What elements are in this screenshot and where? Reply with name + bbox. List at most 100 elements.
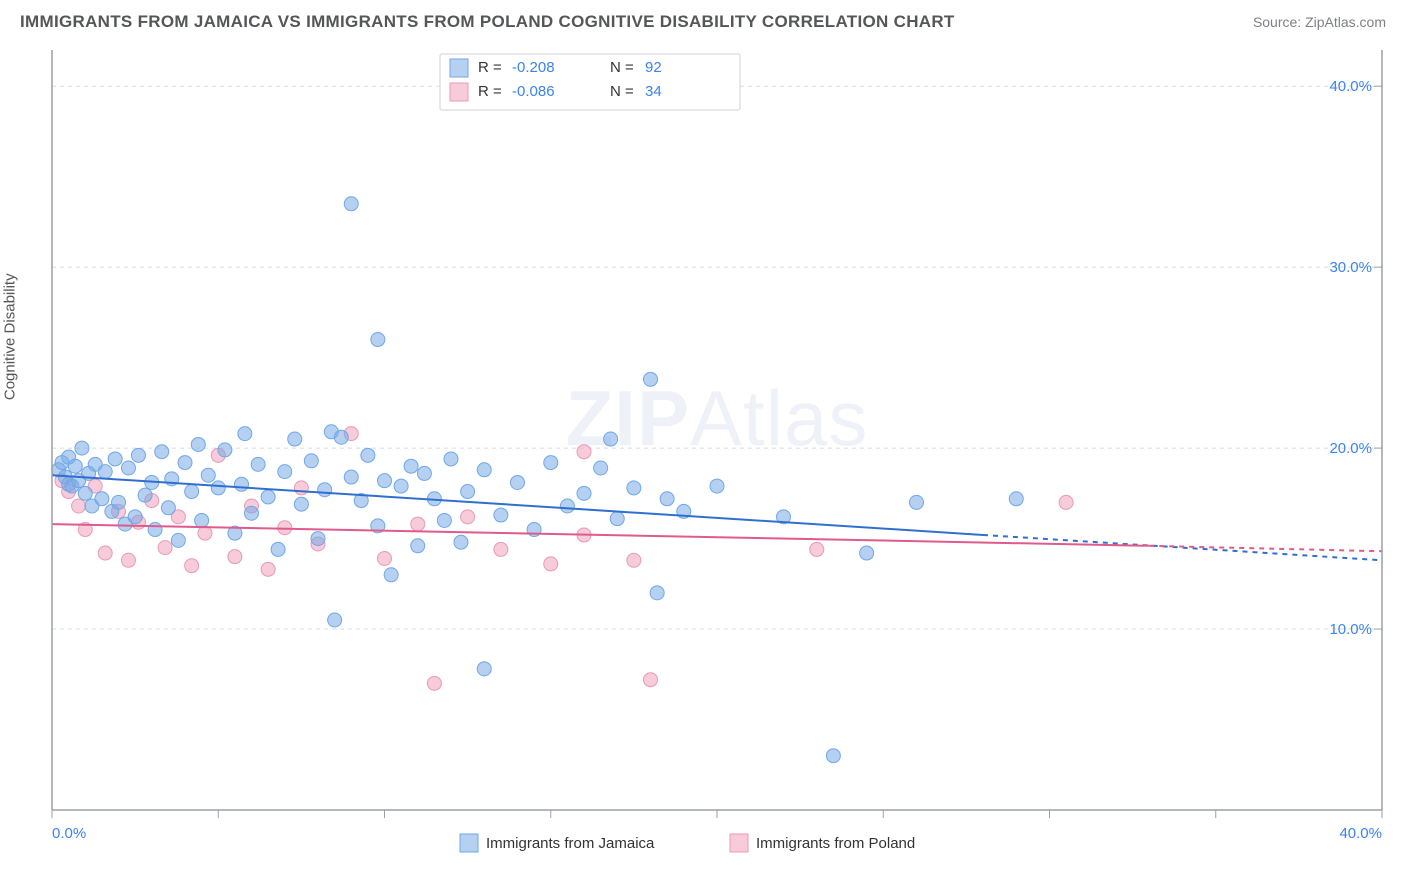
scatter-point — [68, 459, 82, 473]
svg-text:R =: R = — [478, 59, 502, 76]
scatter-point — [311, 532, 325, 546]
scatter-point — [185, 485, 199, 499]
scatter-point — [610, 512, 624, 526]
y-tick-label: 10.0% — [1329, 621, 1372, 638]
scatter-point — [826, 749, 840, 763]
scatter-point — [417, 466, 431, 480]
scatter-point — [344, 197, 358, 211]
scatter-point — [371, 333, 385, 347]
svg-text:ZIPAtlas: ZIPAtlas — [566, 374, 869, 462]
svg-text:92: 92 — [645, 59, 662, 76]
correlation-chart: ZIPAtlas0.0%40.0%10.0%20.0%30.0%40.0%R =… — [0, 40, 1406, 870]
scatter-point — [158, 541, 172, 555]
svg-text:-0.208: -0.208 — [512, 59, 555, 76]
scatter-point — [627, 553, 641, 567]
scatter-point — [860, 546, 874, 560]
scatter-point — [411, 517, 425, 531]
svg-text:-0.086: -0.086 — [512, 83, 555, 100]
scatter-point — [261, 490, 275, 504]
scatter-point — [477, 463, 491, 477]
scatter-point — [318, 483, 332, 497]
scatter-point — [278, 465, 292, 479]
scatter-point — [594, 461, 608, 475]
scatter-point — [98, 546, 112, 560]
scatter-point — [1009, 492, 1023, 506]
scatter-point — [577, 486, 591, 500]
scatter-point — [238, 427, 252, 441]
scatter-point — [271, 542, 285, 556]
scatter-point — [128, 510, 142, 524]
scatter-point — [644, 673, 658, 687]
scatter-point — [195, 513, 209, 527]
scatter-point — [604, 432, 618, 446]
scatter-point — [95, 492, 109, 506]
scatter-point — [304, 454, 318, 468]
svg-text:N =: N = — [610, 83, 634, 100]
scatter-point — [108, 452, 122, 466]
scatter-point — [98, 465, 112, 479]
scatter-point — [427, 676, 441, 690]
y-axis-label: Cognitive Disability — [2, 273, 19, 400]
scatter-point — [235, 477, 249, 491]
scatter-point — [191, 437, 205, 451]
legend-label: Immigrants from Poland — [756, 835, 915, 852]
scatter-point — [544, 456, 558, 470]
scatter-point — [384, 568, 398, 582]
legend-swatch — [460, 834, 478, 852]
scatter-point — [211, 481, 225, 495]
scatter-point — [710, 479, 724, 493]
scatter-point — [294, 481, 308, 495]
scatter-point — [577, 445, 591, 459]
scatter-point — [910, 495, 924, 509]
scatter-point — [344, 470, 358, 484]
scatter-point — [171, 533, 185, 547]
scatter-point — [138, 488, 152, 502]
scatter-point — [461, 485, 475, 499]
legend-swatch — [450, 59, 468, 77]
scatter-point — [161, 501, 175, 515]
scatter-point — [328, 613, 342, 627]
svg-text:34: 34 — [645, 83, 662, 100]
scatter-point — [178, 456, 192, 470]
scatter-point — [444, 452, 458, 466]
svg-text:R =: R = — [478, 83, 502, 100]
legend-label: Immigrants from Jamaica — [486, 835, 655, 852]
y-tick-label: 30.0% — [1329, 259, 1372, 276]
scatter-point — [251, 457, 265, 471]
scatter-point — [378, 474, 392, 488]
scatter-point — [644, 372, 658, 386]
svg-text:N =: N = — [610, 59, 634, 76]
scatter-point — [461, 510, 475, 524]
scatter-point — [261, 562, 275, 576]
scatter-point — [288, 432, 302, 446]
scatter-point — [334, 430, 348, 444]
y-tick-label: 40.0% — [1329, 78, 1372, 95]
scatter-point — [361, 448, 375, 462]
scatter-point — [121, 553, 135, 567]
scatter-point — [378, 551, 392, 565]
scatter-point — [112, 495, 126, 509]
scatter-point — [544, 557, 558, 571]
scatter-point — [131, 448, 145, 462]
scatter-point — [650, 586, 664, 600]
scatter-point — [560, 499, 574, 513]
scatter-point — [218, 443, 232, 457]
scatter-point — [454, 535, 468, 549]
scatter-point — [78, 486, 92, 500]
source-label: Source: ZipAtlas.com — [1253, 14, 1386, 30]
scatter-point — [810, 542, 824, 556]
scatter-point — [477, 662, 491, 676]
scatter-point — [198, 526, 212, 540]
chart-title: IMMIGRANTS FROM JAMAICA VS IMMIGRANTS FR… — [20, 12, 955, 32]
x-tick-label: 0.0% — [52, 825, 86, 842]
scatter-point — [394, 479, 408, 493]
scatter-point — [660, 492, 674, 506]
scatter-point — [1059, 495, 1073, 509]
scatter-point — [411, 539, 425, 553]
scatter-point — [511, 475, 525, 489]
scatter-point — [294, 497, 308, 511]
scatter-point — [228, 550, 242, 564]
scatter-point — [494, 542, 508, 556]
x-tick-label: 40.0% — [1339, 825, 1382, 842]
scatter-point — [404, 459, 418, 473]
